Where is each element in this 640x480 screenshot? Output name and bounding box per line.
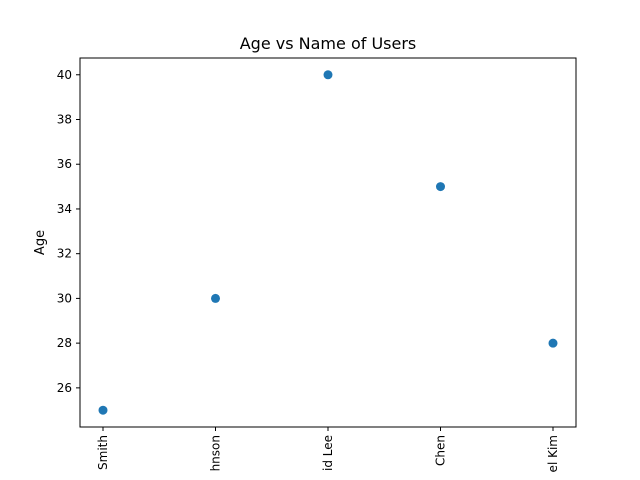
data-point	[436, 182, 445, 192]
x-tick-label: id Lee	[321, 435, 335, 471]
y-tick-label: 34	[57, 202, 72, 216]
x-axis: Smith hnson id Lee Chen el Kim	[96, 427, 560, 472]
data-point	[323, 70, 333, 80]
x-tick-label: el Kim	[546, 435, 560, 472]
y-tick-label: 30	[57, 291, 72, 305]
y-tick-label: 28	[57, 336, 72, 350]
y-axis-label: Age	[33, 230, 48, 255]
data-points	[98, 70, 558, 415]
y-axis: 26 28 30 32 34 36 38 40	[57, 68, 80, 395]
data-point	[548, 338, 558, 348]
x-tick-label: Chen	[434, 435, 448, 466]
y-tick-label: 36	[57, 157, 72, 171]
data-point	[98, 405, 108, 415]
data-point	[211, 293, 220, 303]
x-tick-label: hnson	[209, 435, 223, 471]
chart-title: Age vs Name of Users	[240, 34, 417, 53]
y-tick-label: 38	[57, 113, 72, 127]
x-tick-label: Smith	[96, 435, 110, 470]
y-tick-label: 26	[57, 381, 72, 395]
y-tick-label: 32	[57, 247, 72, 261]
plot-frame	[79, 57, 577, 428]
y-tick-label: 40	[57, 68, 72, 82]
